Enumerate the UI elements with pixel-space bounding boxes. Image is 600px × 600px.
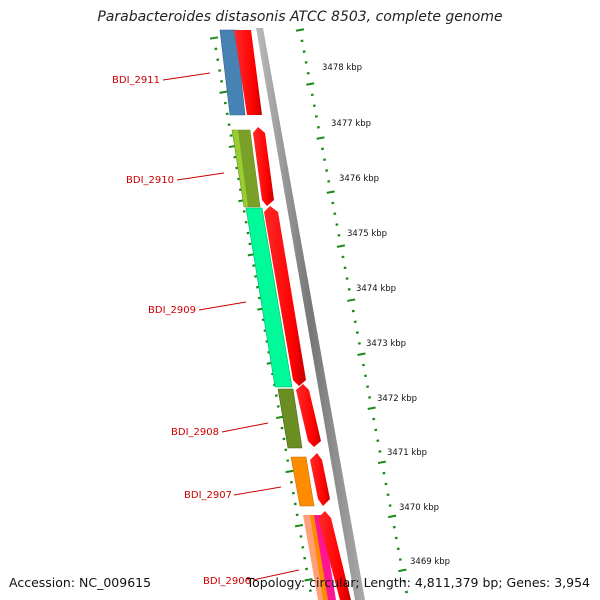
strand-arrow-4 bbox=[296, 384, 321, 447]
scale-tick bbox=[367, 406, 376, 410]
strand-arrow-2 bbox=[253, 127, 274, 206]
gene-label-bdi-2911: BDI_2911 bbox=[112, 75, 160, 86]
scale-tick-track bbox=[295, 28, 408, 594]
gene-connector-bdi-2911 bbox=[162, 72, 211, 81]
gene-label-bdi-2907: BDI_2907 bbox=[184, 490, 232, 501]
gene-label-bdi-2908: BDI_2908 bbox=[171, 427, 219, 438]
gene-connector-bdi-2908 bbox=[221, 422, 269, 433]
scale-label-3472: 3472 kbp bbox=[377, 394, 417, 404]
scale-tick bbox=[295, 28, 305, 32]
gene-bar-bdi-2906-c bbox=[314, 515, 336, 600]
strand-arrow-6 bbox=[318, 511, 351, 600]
gene-label-bdi-2909: BDI_2909 bbox=[148, 305, 196, 316]
gene-connector-bdi-2909 bbox=[198, 301, 247, 311]
gene-tick bbox=[285, 469, 294, 474]
topology-text: Topology: circular; Length: 4,811,379 bp… bbox=[246, 575, 590, 590]
scale-label-3478: 3478 kbp bbox=[322, 63, 362, 73]
scale-tick bbox=[377, 460, 387, 465]
scale-label-3473: 3473 kbp bbox=[366, 339, 406, 349]
gene-bar-bdi-2907 bbox=[290, 456, 315, 507]
scale-label-3475: 3475 kbp bbox=[347, 229, 387, 239]
scale-tick bbox=[316, 136, 325, 140]
scale-label-3471: 3471 kbp bbox=[387, 448, 427, 458]
scale-label-3477: 3477 kbp bbox=[331, 119, 371, 129]
gene-tick-track bbox=[209, 36, 313, 592]
scale-tick bbox=[336, 244, 346, 248]
scale-tick bbox=[326, 190, 335, 194]
scale-tick bbox=[388, 514, 397, 519]
gene-tick bbox=[219, 90, 228, 94]
scale-tick bbox=[398, 568, 407, 573]
genome-backbone bbox=[256, 28, 365, 600]
gene-connector-bdi-2910 bbox=[176, 172, 225, 181]
accession-text: Accession: NC_009615 bbox=[9, 575, 152, 590]
gene-connector-bdi-2906 bbox=[252, 569, 300, 581]
scale-tick bbox=[306, 82, 315, 86]
gene-tick bbox=[294, 523, 304, 528]
scale-label-3470: 3470 kbp bbox=[399, 503, 439, 513]
gene-tick bbox=[209, 36, 219, 40]
scale-label-3476: 3476 kbp bbox=[339, 174, 379, 184]
scale-label-3474: 3474 kbp bbox=[356, 284, 396, 294]
map-title: Parabacteroides distasonis ATCC 8503, co… bbox=[97, 9, 503, 25]
strand-arrow-1 bbox=[234, 30, 262, 115]
gene-label-bdi-2910: BDI_2910 bbox=[126, 175, 174, 186]
scale-tick bbox=[357, 352, 366, 356]
gene-tick bbox=[304, 578, 313, 582]
scale-tick bbox=[347, 298, 356, 302]
scale-label-3469: 3469 kbp bbox=[410, 557, 450, 567]
strand-arrow-5 bbox=[310, 453, 330, 506]
gene-bar-bdi-2908 bbox=[277, 388, 303, 449]
gene-label-bdi-2906: BDI_2906 bbox=[203, 576, 251, 587]
gene-bar-bdi-2911 bbox=[219, 29, 246, 116]
gene-bar-bdi-2909 bbox=[245, 207, 293, 388]
gene-bar-bdi-2910-dark bbox=[238, 130, 260, 207]
gene-connector-bdi-2907 bbox=[233, 486, 282, 496]
strand-arrow-3 bbox=[264, 206, 306, 386]
